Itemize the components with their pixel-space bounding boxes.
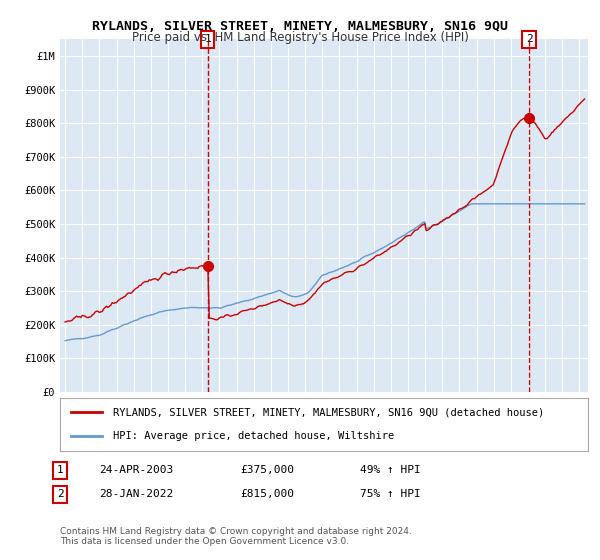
Text: £375,000: £375,000 (240, 465, 294, 475)
Text: 1: 1 (204, 34, 211, 44)
Text: RYLANDS, SILVER STREET, MINETY, MALMESBURY, SN16 9QU (detached house): RYLANDS, SILVER STREET, MINETY, MALMESBU… (113, 408, 544, 418)
Text: £815,000: £815,000 (240, 489, 294, 500)
Text: 1: 1 (56, 465, 64, 475)
Text: HPI: Average price, detached house, Wiltshire: HPI: Average price, detached house, Wilt… (113, 431, 394, 441)
Text: 49% ↑ HPI: 49% ↑ HPI (360, 465, 421, 475)
Text: 24-APR-2003: 24-APR-2003 (99, 465, 173, 475)
Text: 28-JAN-2022: 28-JAN-2022 (99, 489, 173, 500)
Text: RYLANDS, SILVER STREET, MINETY, MALMESBURY, SN16 9QU: RYLANDS, SILVER STREET, MINETY, MALMESBU… (92, 20, 508, 32)
Text: 2: 2 (526, 34, 533, 44)
Text: 2: 2 (56, 489, 64, 500)
Text: 75% ↑ HPI: 75% ↑ HPI (360, 489, 421, 500)
Text: Contains HM Land Registry data © Crown copyright and database right 2024.
This d: Contains HM Land Registry data © Crown c… (60, 526, 412, 546)
Text: Price paid vs. HM Land Registry's House Price Index (HPI): Price paid vs. HM Land Registry's House … (131, 31, 469, 44)
